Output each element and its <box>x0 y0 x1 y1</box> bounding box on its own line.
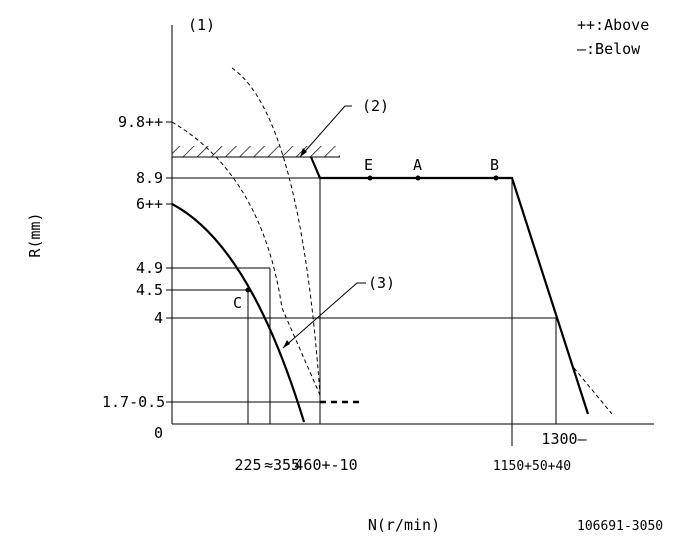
callout-3-leader <box>282 282 366 349</box>
y-tick-4: 4 <box>154 309 163 327</box>
upper-limit-tail <box>573 367 613 415</box>
y-tick-8-9: 8.9 <box>136 169 163 187</box>
callout-3: (3) <box>368 274 395 292</box>
stopper-hatch <box>172 146 340 157</box>
label-c: C <box>233 294 242 312</box>
legend-above: ++:Above <box>577 16 649 34</box>
idle-curve <box>171 203 306 423</box>
point-b <box>493 175 499 181</box>
idle-lower-limit <box>171 121 321 396</box>
figure-marker: (1) <box>188 16 215 34</box>
callout-2-leader <box>299 105 352 158</box>
legend-below: —:Below <box>577 40 641 58</box>
label-a: A <box>413 156 422 174</box>
y-axis-label: R(mm) <box>26 212 44 257</box>
diagram-code: 106691-3050 <box>577 519 663 534</box>
x-axis-label: N(r/min) <box>368 516 440 534</box>
point-c <box>245 287 251 293</box>
y-tick-4-5: 4.5 <box>136 281 163 299</box>
point-e <box>367 175 373 181</box>
label-e: E <box>364 156 373 174</box>
x-tick-355: ≈355 <box>264 456 300 474</box>
y-tick-0: 0 <box>154 424 163 442</box>
full-load-curve <box>309 156 590 415</box>
callout-2-arrow <box>300 148 307 157</box>
x-tick-460: 460+-10 <box>294 456 357 474</box>
y-tick-1-7: 1.7-0.5 <box>102 393 165 411</box>
callout-2: (2) <box>362 97 389 115</box>
point-a <box>415 175 421 181</box>
x-tick-1150: 1150+50+40 <box>493 459 571 474</box>
callout-3-arrow <box>283 340 290 348</box>
y-tick-6: 6++ <box>136 195 163 213</box>
idle-upper-limit <box>231 67 321 396</box>
y-tick-4-9: 4.9 <box>136 259 163 277</box>
label-b: B <box>490 156 499 174</box>
x-tick-1300: 1300— <box>541 430 587 448</box>
x-tick-225: 225 <box>234 456 261 474</box>
y-tick-9-8: 9.8++ <box>118 113 163 131</box>
